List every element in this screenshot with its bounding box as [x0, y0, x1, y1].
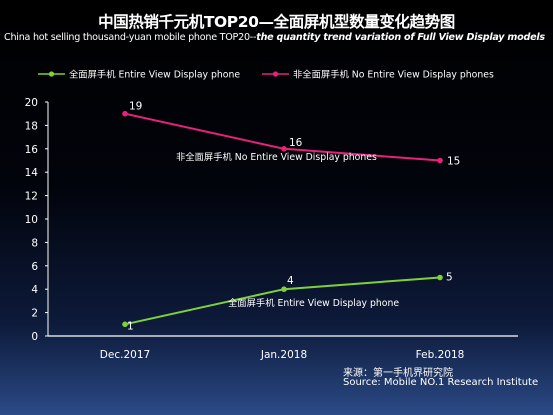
data-point [437, 274, 443, 281]
y-tick-label: 20 [25, 97, 38, 109]
legend-label: 全面屏手机 Entire View Display phone [69, 69, 240, 81]
y-tick-label: 18 [25, 120, 38, 132]
y-tick-label: 2 [31, 308, 38, 320]
data-label: 5 [446, 272, 453, 284]
legend-marker [48, 71, 55, 77]
x-tick-label: Feb.2018 [416, 349, 465, 361]
chart-title: 中国热销千元机TOP20—全面屏机型数量变化趋势图 [98, 13, 455, 31]
data-point [122, 321, 128, 328]
data-label: 19 [129, 101, 142, 113]
source-line-cn: 来源：第一手机界研究院 [343, 368, 453, 379]
x-tick-label: Dec.2017 [100, 349, 150, 361]
y-tick-label: 12 [25, 191, 38, 203]
series-inline-label: 全面屏手机 Entire View Display phone [228, 297, 399, 309]
y-tick-label: 10 [25, 214, 38, 226]
y-tick-label: 8 [31, 237, 38, 249]
data-point [281, 146, 287, 152]
data-point [122, 110, 128, 117]
data-label: 16 [289, 137, 303, 149]
data-label: 15 [447, 156, 460, 168]
subtitle-emphasis: the quantity trend variation of Full Vie… [256, 32, 545, 43]
source-line-en: Source: Mobile NO.1 Research Institute [343, 377, 539, 388]
chart-subtitle: China hot selling thousand-yuan mobile p… [4, 32, 549, 43]
data-label: 1 [127, 320, 134, 332]
y-tick-label: 16 [25, 144, 39, 156]
data-point [281, 286, 287, 293]
legend-label: 非全面屏手机 No Entire View Display phones [293, 69, 494, 81]
legend-marker [272, 71, 279, 77]
y-tick-label: 6 [31, 261, 38, 273]
series-inline-label: 非全面屏手机 No Entire View Display phones [176, 151, 377, 163]
y-tick-label: 0 [31, 331, 38, 343]
data-point [437, 157, 443, 164]
y-tick-label: 14 [25, 167, 39, 179]
y-tick-label: 4 [31, 284, 38, 296]
x-tick-label: Jan.2018 [260, 349, 307, 361]
data-label: 4 [287, 275, 294, 287]
subtitle-plain: China hot selling thousand-yuan mobile p… [4, 32, 257, 43]
